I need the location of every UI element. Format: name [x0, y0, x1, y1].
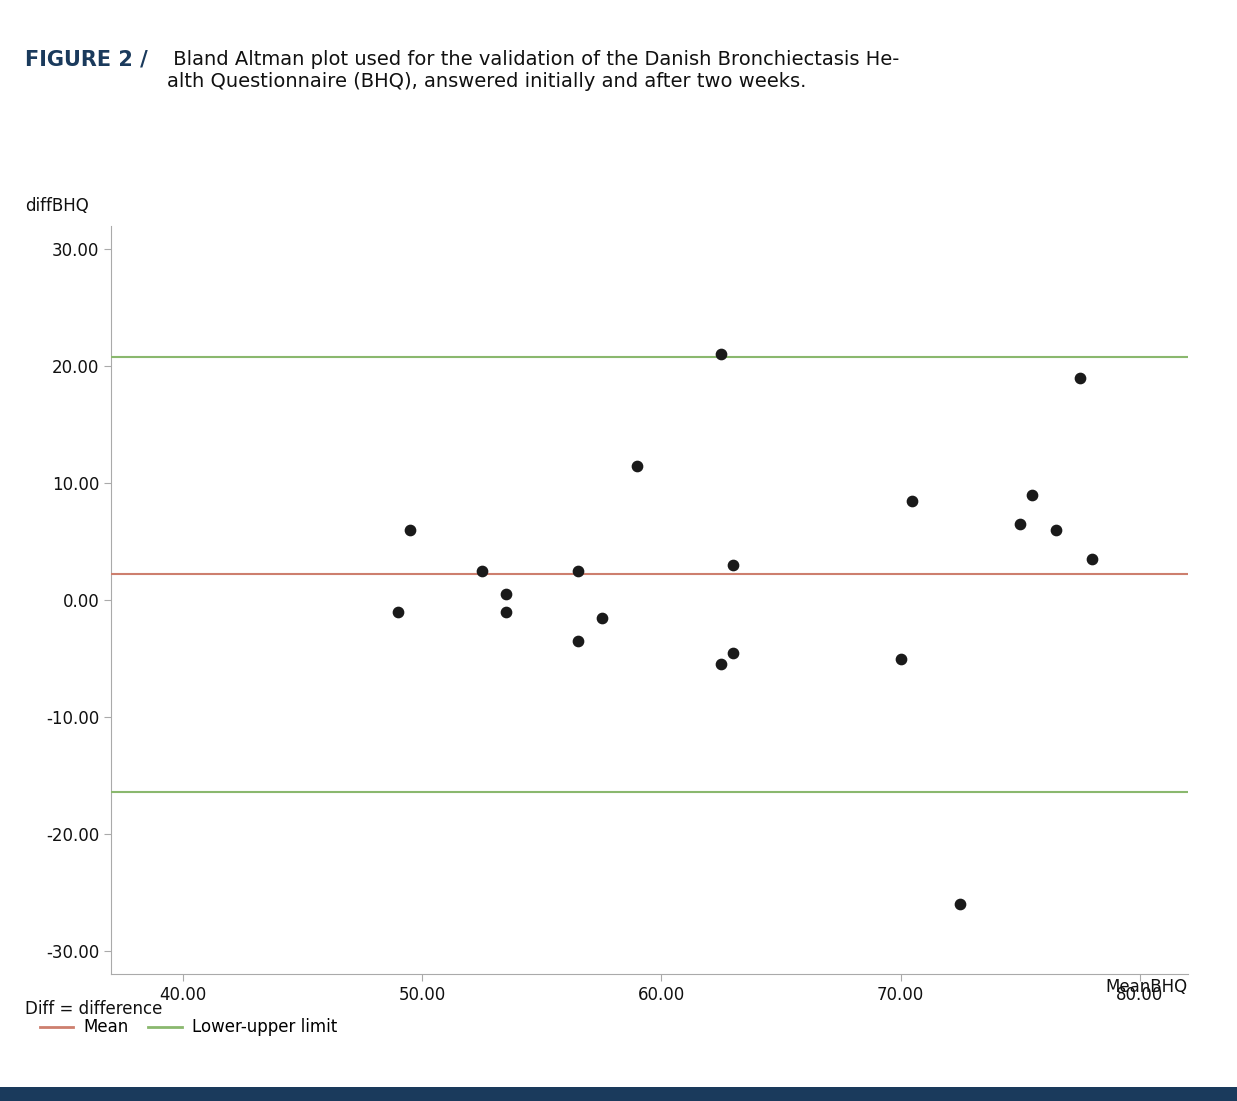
Point — [568, 562, 588, 579]
Point — [724, 556, 743, 574]
Text: diffBHQ: diffBHQ — [25, 197, 89, 215]
Point — [568, 632, 588, 650]
Point — [1022, 486, 1042, 503]
Point — [591, 609, 611, 626]
Point — [711, 346, 731, 363]
Point — [401, 521, 421, 538]
Point — [903, 492, 923, 510]
Point — [388, 603, 408, 621]
Point — [473, 562, 492, 579]
Point — [724, 644, 743, 662]
Point — [711, 655, 731, 673]
Legend: Mean, Lower-upper limit: Mean, Lower-upper limit — [33, 1012, 344, 1043]
Text: FIGURE 2 /: FIGURE 2 / — [25, 50, 147, 69]
Text: Diff = difference: Diff = difference — [25, 1000, 162, 1017]
Point — [891, 650, 910, 667]
Point — [1082, 550, 1102, 568]
Point — [1047, 521, 1066, 538]
Point — [1070, 369, 1090, 386]
Text: MeanBHQ: MeanBHQ — [1106, 978, 1188, 995]
Text: Bland Altman plot used for the validation of the Danish Bronchiectasis He-
alth : Bland Altman plot used for the validatio… — [167, 50, 899, 90]
Point — [627, 457, 647, 475]
Point — [1011, 515, 1030, 533]
Point — [950, 895, 970, 913]
Point — [496, 586, 516, 603]
Point — [496, 603, 516, 621]
